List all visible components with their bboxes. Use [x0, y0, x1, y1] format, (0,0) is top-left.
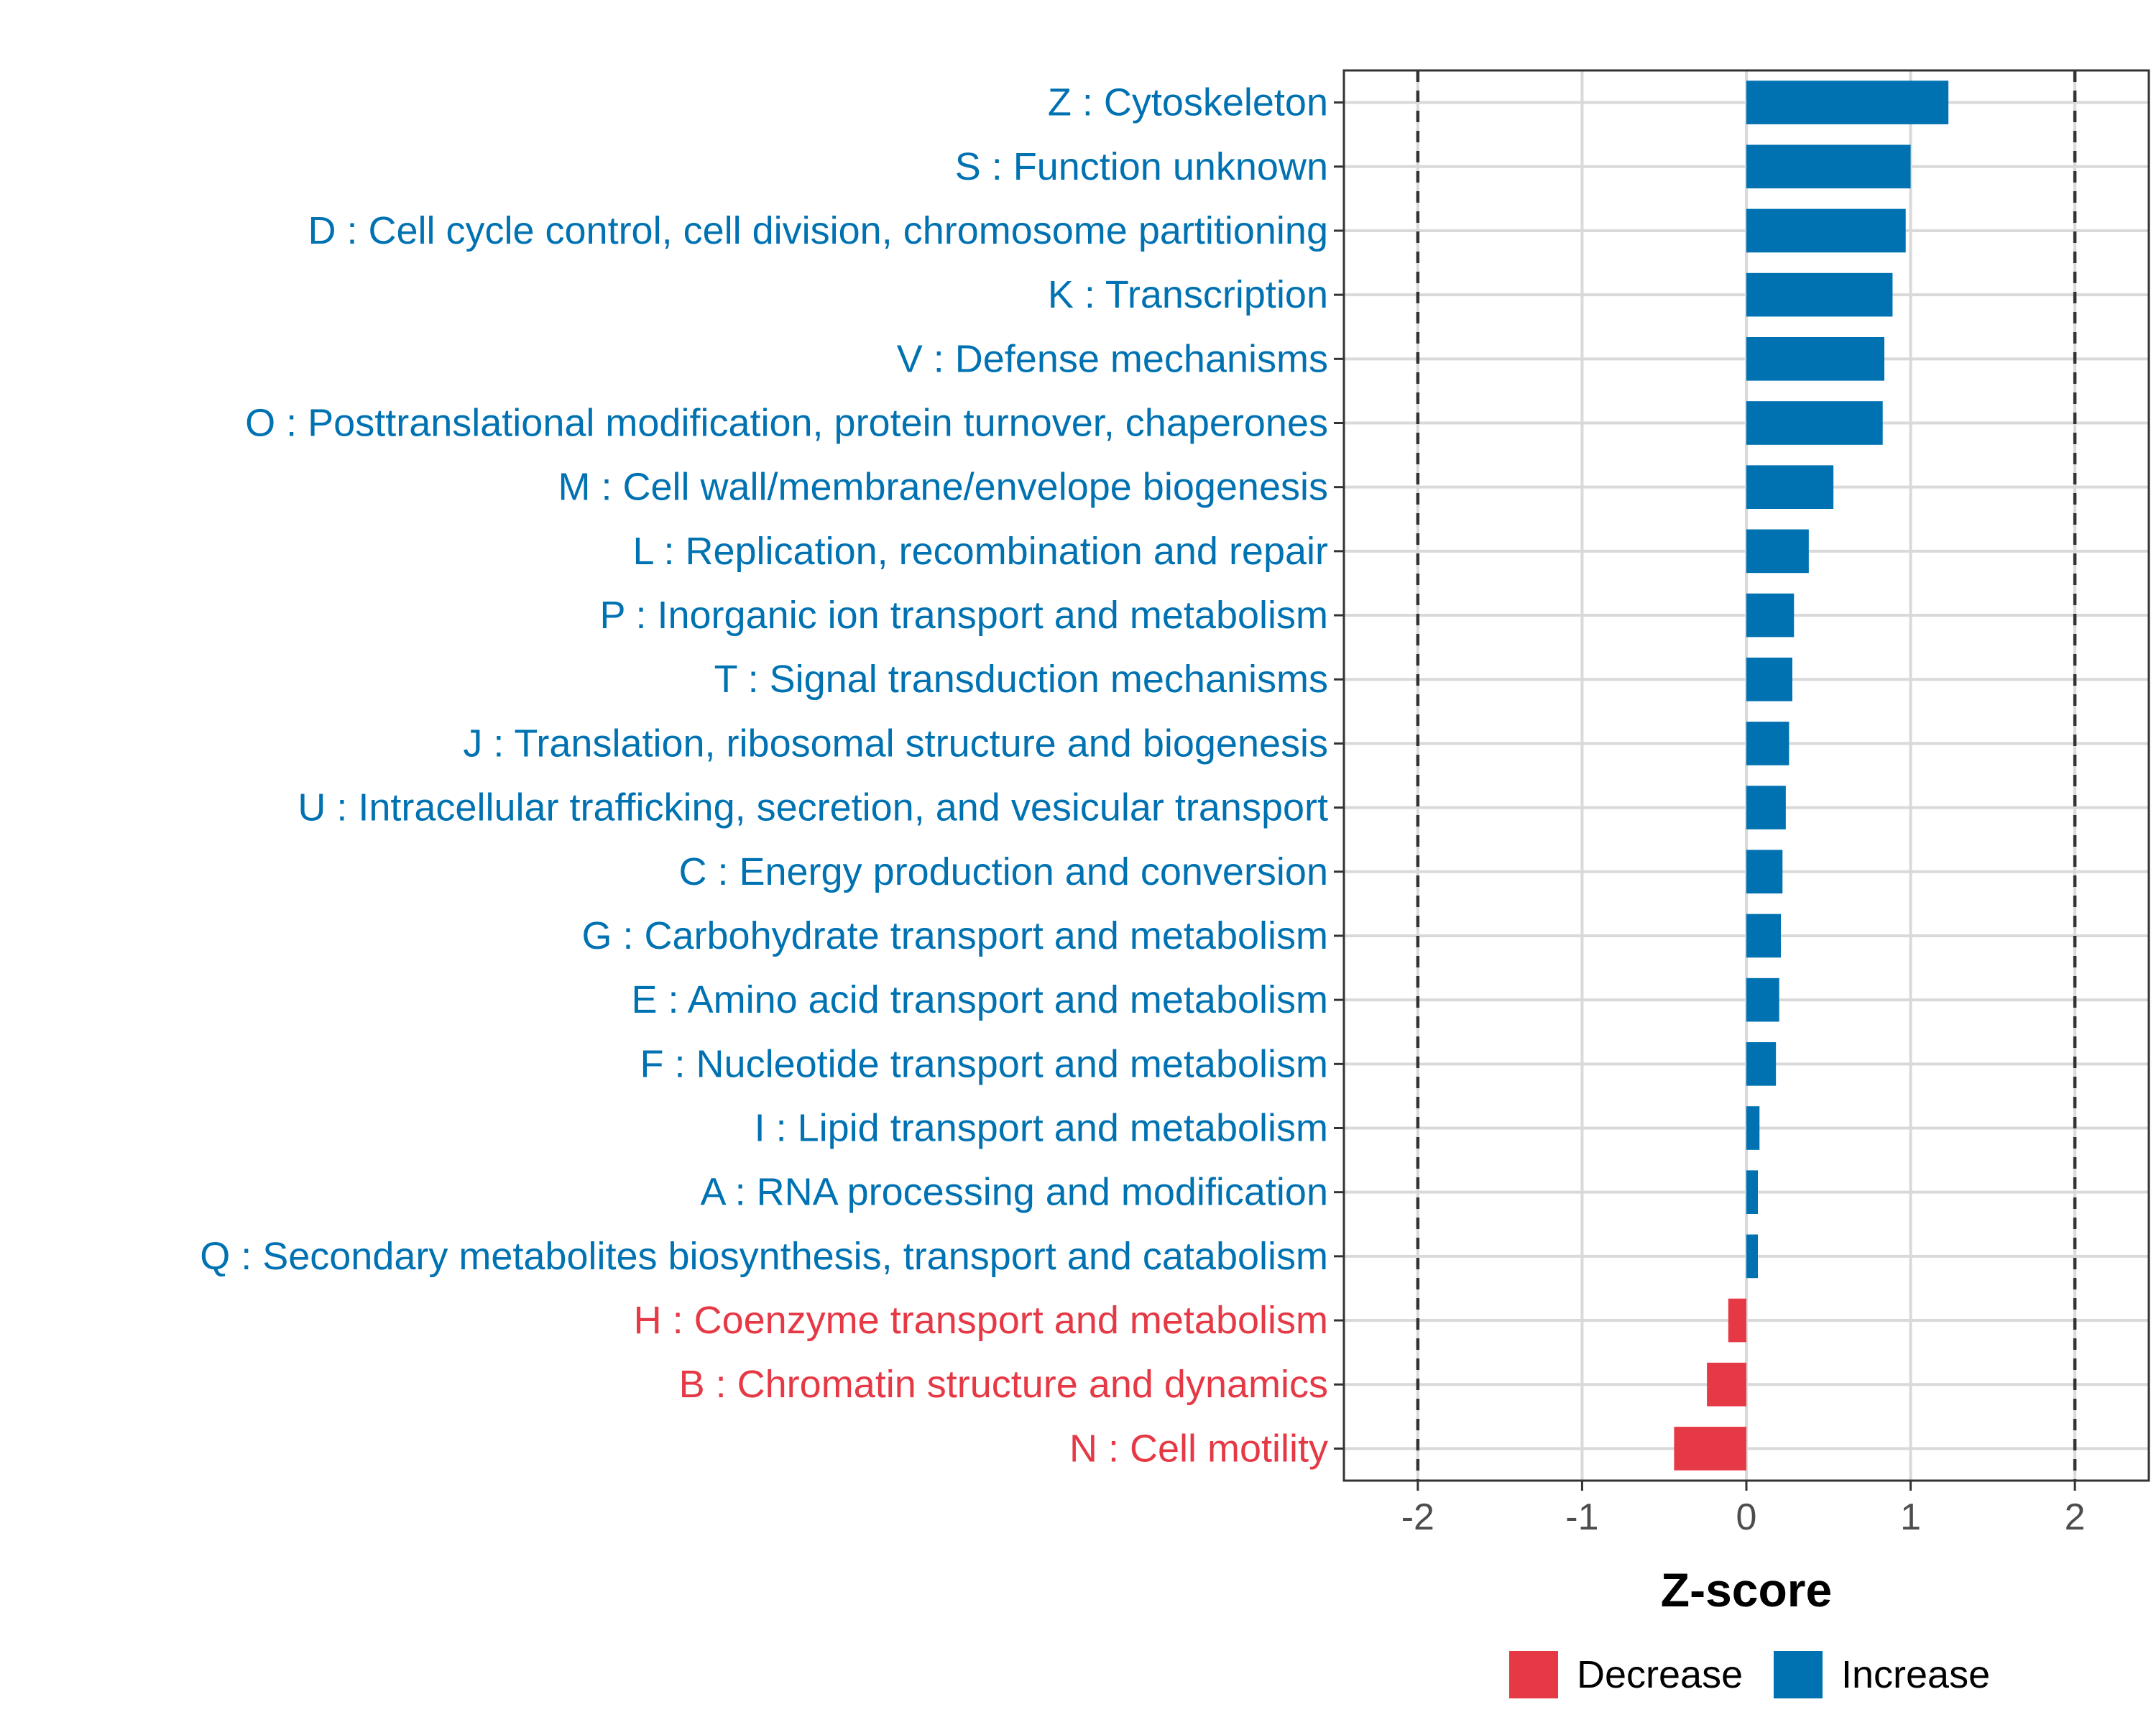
bar — [1707, 1362, 1746, 1407]
x-axis-ticks: -2 -1 0 1 2 — [1401, 1481, 2086, 1538]
bar — [1746, 465, 1834, 510]
bar — [1746, 1234, 1758, 1279]
bar — [1746, 336, 1884, 381]
bar — [1746, 722, 1789, 765]
bar — [1746, 978, 1779, 1022]
bar — [1746, 1170, 1758, 1215]
category-label: P : Inorganic ion transport and metaboli… — [599, 594, 1328, 637]
category-label: B : Chromatin structure and dynamics — [679, 1363, 1328, 1406]
category-label: A : RNA processing and modification — [701, 1171, 1328, 1214]
category-label: J : Translation, ribosomal structure and… — [463, 722, 1328, 765]
bar — [1746, 914, 1781, 958]
bars — [1674, 80, 1949, 1471]
category-label: S : Function unknown — [955, 145, 1328, 188]
bar — [1746, 850, 1783, 894]
category-label: N : Cell motility — [1069, 1427, 1328, 1470]
bar — [1746, 786, 1786, 829]
category-label: I : Lipid transport and metabolism — [755, 1107, 1328, 1150]
category-label: D : Cell cycle control, cell division, c… — [308, 209, 1328, 252]
category-label: E : Amino acid transport and metabolism — [632, 978, 1328, 1021]
category-label: U : Intracellular trafficking, secretion… — [298, 786, 1328, 829]
category-label: H : Coenzyme transport and metabolism — [634, 1299, 1328, 1342]
bar — [1746, 208, 1906, 253]
category-label: C : Energy production and conversion — [678, 850, 1328, 893]
legend-label: Increase — [1841, 1653, 1990, 1696]
category-label: O : Posttranslational modification, prot… — [245, 402, 1328, 445]
bar — [1674, 1427, 1746, 1471]
category-label: L : Replication, recombination and repai… — [632, 530, 1328, 573]
bar — [1746, 401, 1883, 445]
x-tick-label: 0 — [1736, 1496, 1757, 1538]
bar — [1746, 144, 1911, 189]
x-tick-label: 2 — [2065, 1496, 2086, 1538]
legend: Decrease Increase — [1509, 1651, 1990, 1698]
category-label: Q : Secondary metabolites biosynthesis, … — [200, 1235, 1328, 1278]
category-label: Z : Cytoskeleton — [1048, 81, 1328, 124]
category-labels: Z : Cytoskeleton S : Function unknown D : … — [200, 81, 1344, 1470]
bar — [1746, 80, 1949, 124]
x-tick-label: -2 — [1401, 1496, 1434, 1538]
legend-key — [1509, 1651, 1558, 1698]
legend-key — [1774, 1651, 1823, 1698]
category-label: T : Signal transduction mechanisms — [714, 658, 1328, 701]
category-label: V : Defense mechanisms — [897, 337, 1328, 380]
x-tick-label: 1 — [1900, 1496, 1921, 1538]
bar — [1746, 657, 1792, 702]
bar — [1746, 593, 1795, 638]
x-axis-title: Z-score — [1661, 1563, 1832, 1616]
x-tick-label: -1 — [1565, 1496, 1598, 1538]
bar — [1746, 1041, 1777, 1086]
legend-label: Decrease — [1577, 1653, 1743, 1696]
category-label: F : Nucleotide transport and metabolism — [640, 1042, 1328, 1085]
bar — [1728, 1298, 1746, 1343]
category-label: K : Transcription — [1048, 273, 1328, 316]
bar — [1746, 1106, 1760, 1150]
category-label: G : Carbohydrate transport and metabolis… — [582, 914, 1329, 957]
bar — [1746, 529, 1809, 574]
category-label: M : Cell wall/membrane/envelope biogenes… — [558, 466, 1328, 509]
bar — [1746, 272, 1893, 317]
